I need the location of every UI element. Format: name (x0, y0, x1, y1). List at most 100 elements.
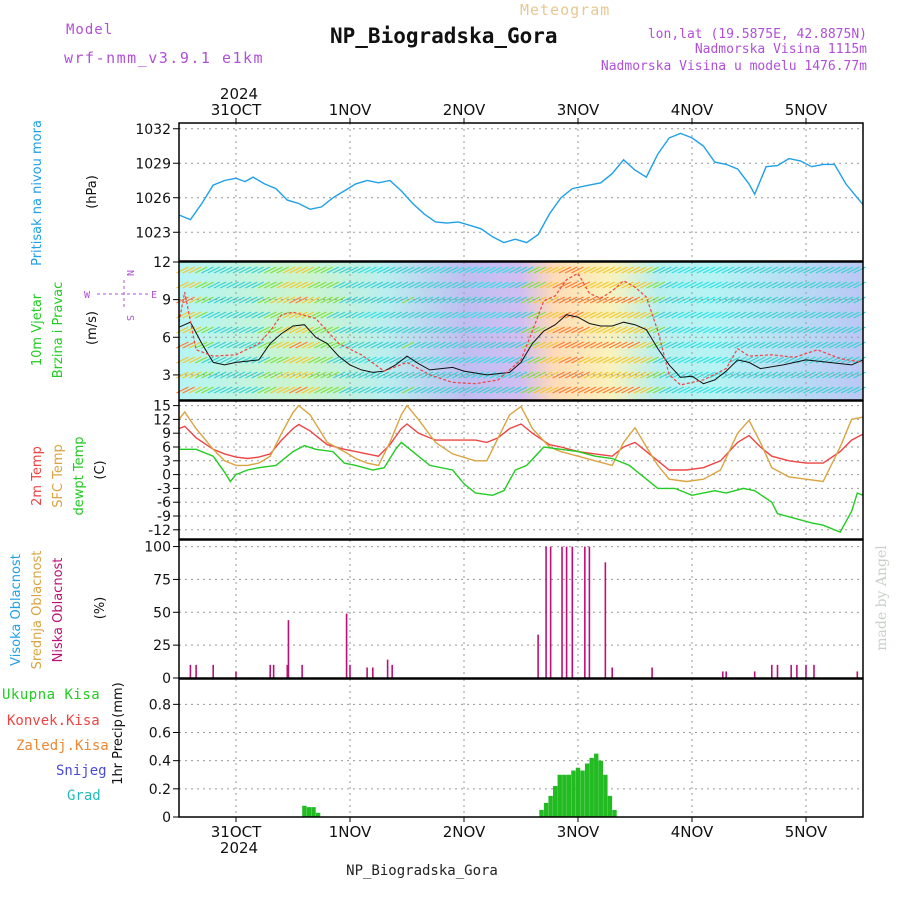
wind-barb (426, 341, 440, 349)
wind-barb (765, 326, 779, 334)
wind-barb (834, 266, 848, 274)
wind-barb (445, 386, 459, 394)
wind-barb (326, 386, 340, 394)
wind-barb (376, 356, 390, 364)
wind-barb (646, 326, 659, 334)
wind-barb (815, 356, 829, 364)
wind-barb (709, 281, 722, 289)
wind-barb (332, 371, 346, 379)
wind-barb (583, 386, 597, 394)
wind-barb (608, 386, 622, 394)
wind-barb (790, 311, 804, 319)
wind-barb (759, 266, 772, 274)
wind-barb (815, 326, 829, 334)
wind-barb (608, 371, 622, 379)
footer-station: NP_Biogradska_Gora (346, 863, 498, 879)
wind-barb (489, 281, 503, 289)
wind-barb (778, 296, 791, 304)
wind-barb (314, 371, 327, 379)
wind-barb (226, 266, 239, 274)
wind-barb (489, 386, 503, 394)
wind-barb (690, 386, 703, 394)
wind-barb (564, 371, 578, 379)
wind-barb (220, 371, 233, 379)
wind-barb (790, 371, 804, 379)
wind-barb (345, 296, 358, 304)
wind-barb (796, 281, 810, 289)
wind-barb (709, 386, 722, 394)
wind-barb (282, 326, 296, 334)
wind-barb (702, 356, 716, 364)
wind-barb (458, 326, 471, 334)
wind-barb (727, 341, 741, 349)
wind-barb (734, 266, 747, 274)
wind-barb (778, 371, 791, 379)
wind-barb (357, 356, 371, 364)
wind-barb (709, 371, 722, 379)
precip-bar (543, 802, 549, 817)
wind-barb (583, 356, 597, 364)
wind-barb (232, 371, 246, 379)
wind-barb (589, 281, 603, 289)
wind-barb (408, 341, 421, 349)
wind-barb (339, 326, 352, 334)
wind-barb (546, 266, 559, 274)
wind-barb (546, 311, 559, 319)
wind-barb (351, 326, 365, 334)
wind-barb (445, 266, 459, 274)
wind-barb (715, 296, 728, 304)
sfc-temp-line (178, 404, 864, 483)
top-date-label: 4NOV (671, 101, 714, 119)
wind-barb (395, 281, 409, 289)
wind-barb (671, 326, 685, 334)
wind-barb (690, 281, 703, 289)
wind-barb (640, 296, 653, 304)
temperature-frame (178, 400, 864, 540)
wind-barb (615, 296, 628, 304)
wind-barb (445, 311, 459, 319)
wind-barb (784, 266, 797, 274)
wind-barb (445, 356, 459, 364)
wind-barb (307, 371, 321, 379)
wind-barb (815, 341, 829, 349)
wind-barb (251, 266, 264, 274)
wind-barb (226, 281, 239, 289)
model-label: Model (66, 22, 113, 38)
wind-barb (734, 371, 747, 379)
wind-barb (289, 341, 302, 349)
wind-barb (289, 311, 302, 319)
wind-barb (847, 266, 860, 274)
wind-barb (608, 341, 622, 349)
wind-barb (790, 341, 804, 349)
precip-frame (178, 678, 864, 818)
wind-barb (621, 341, 634, 349)
wind-barb (395, 266, 409, 274)
wind-barb (295, 341, 308, 349)
wind-barb (577, 386, 590, 394)
wind-barb (495, 296, 509, 304)
wind-barb (320, 341, 333, 349)
wind-barb (320, 356, 333, 364)
wind-barb (558, 266, 572, 274)
wind-barb (671, 386, 685, 394)
wind-barb (615, 386, 628, 394)
wind-barb (508, 371, 521, 379)
wind-barb (483, 311, 496, 319)
wind-barb (778, 281, 791, 289)
wind-barb (771, 266, 785, 274)
wind-barb (746, 281, 760, 289)
product-title: Meteogram (520, 1, 610, 19)
wind-barb (345, 386, 358, 394)
wind-barb (840, 311, 854, 319)
wind-barb (464, 386, 478, 394)
wind-barb (677, 311, 691, 319)
wind-barb (677, 341, 691, 349)
wind-barb (326, 281, 340, 289)
wind-barb (577, 371, 590, 379)
y-tick-label: 3 (162, 368, 171, 384)
wind-barb (803, 311, 816, 319)
y-tick-label: 12 (153, 412, 171, 428)
wind-barb (295, 281, 308, 289)
wind-barb (232, 296, 246, 304)
